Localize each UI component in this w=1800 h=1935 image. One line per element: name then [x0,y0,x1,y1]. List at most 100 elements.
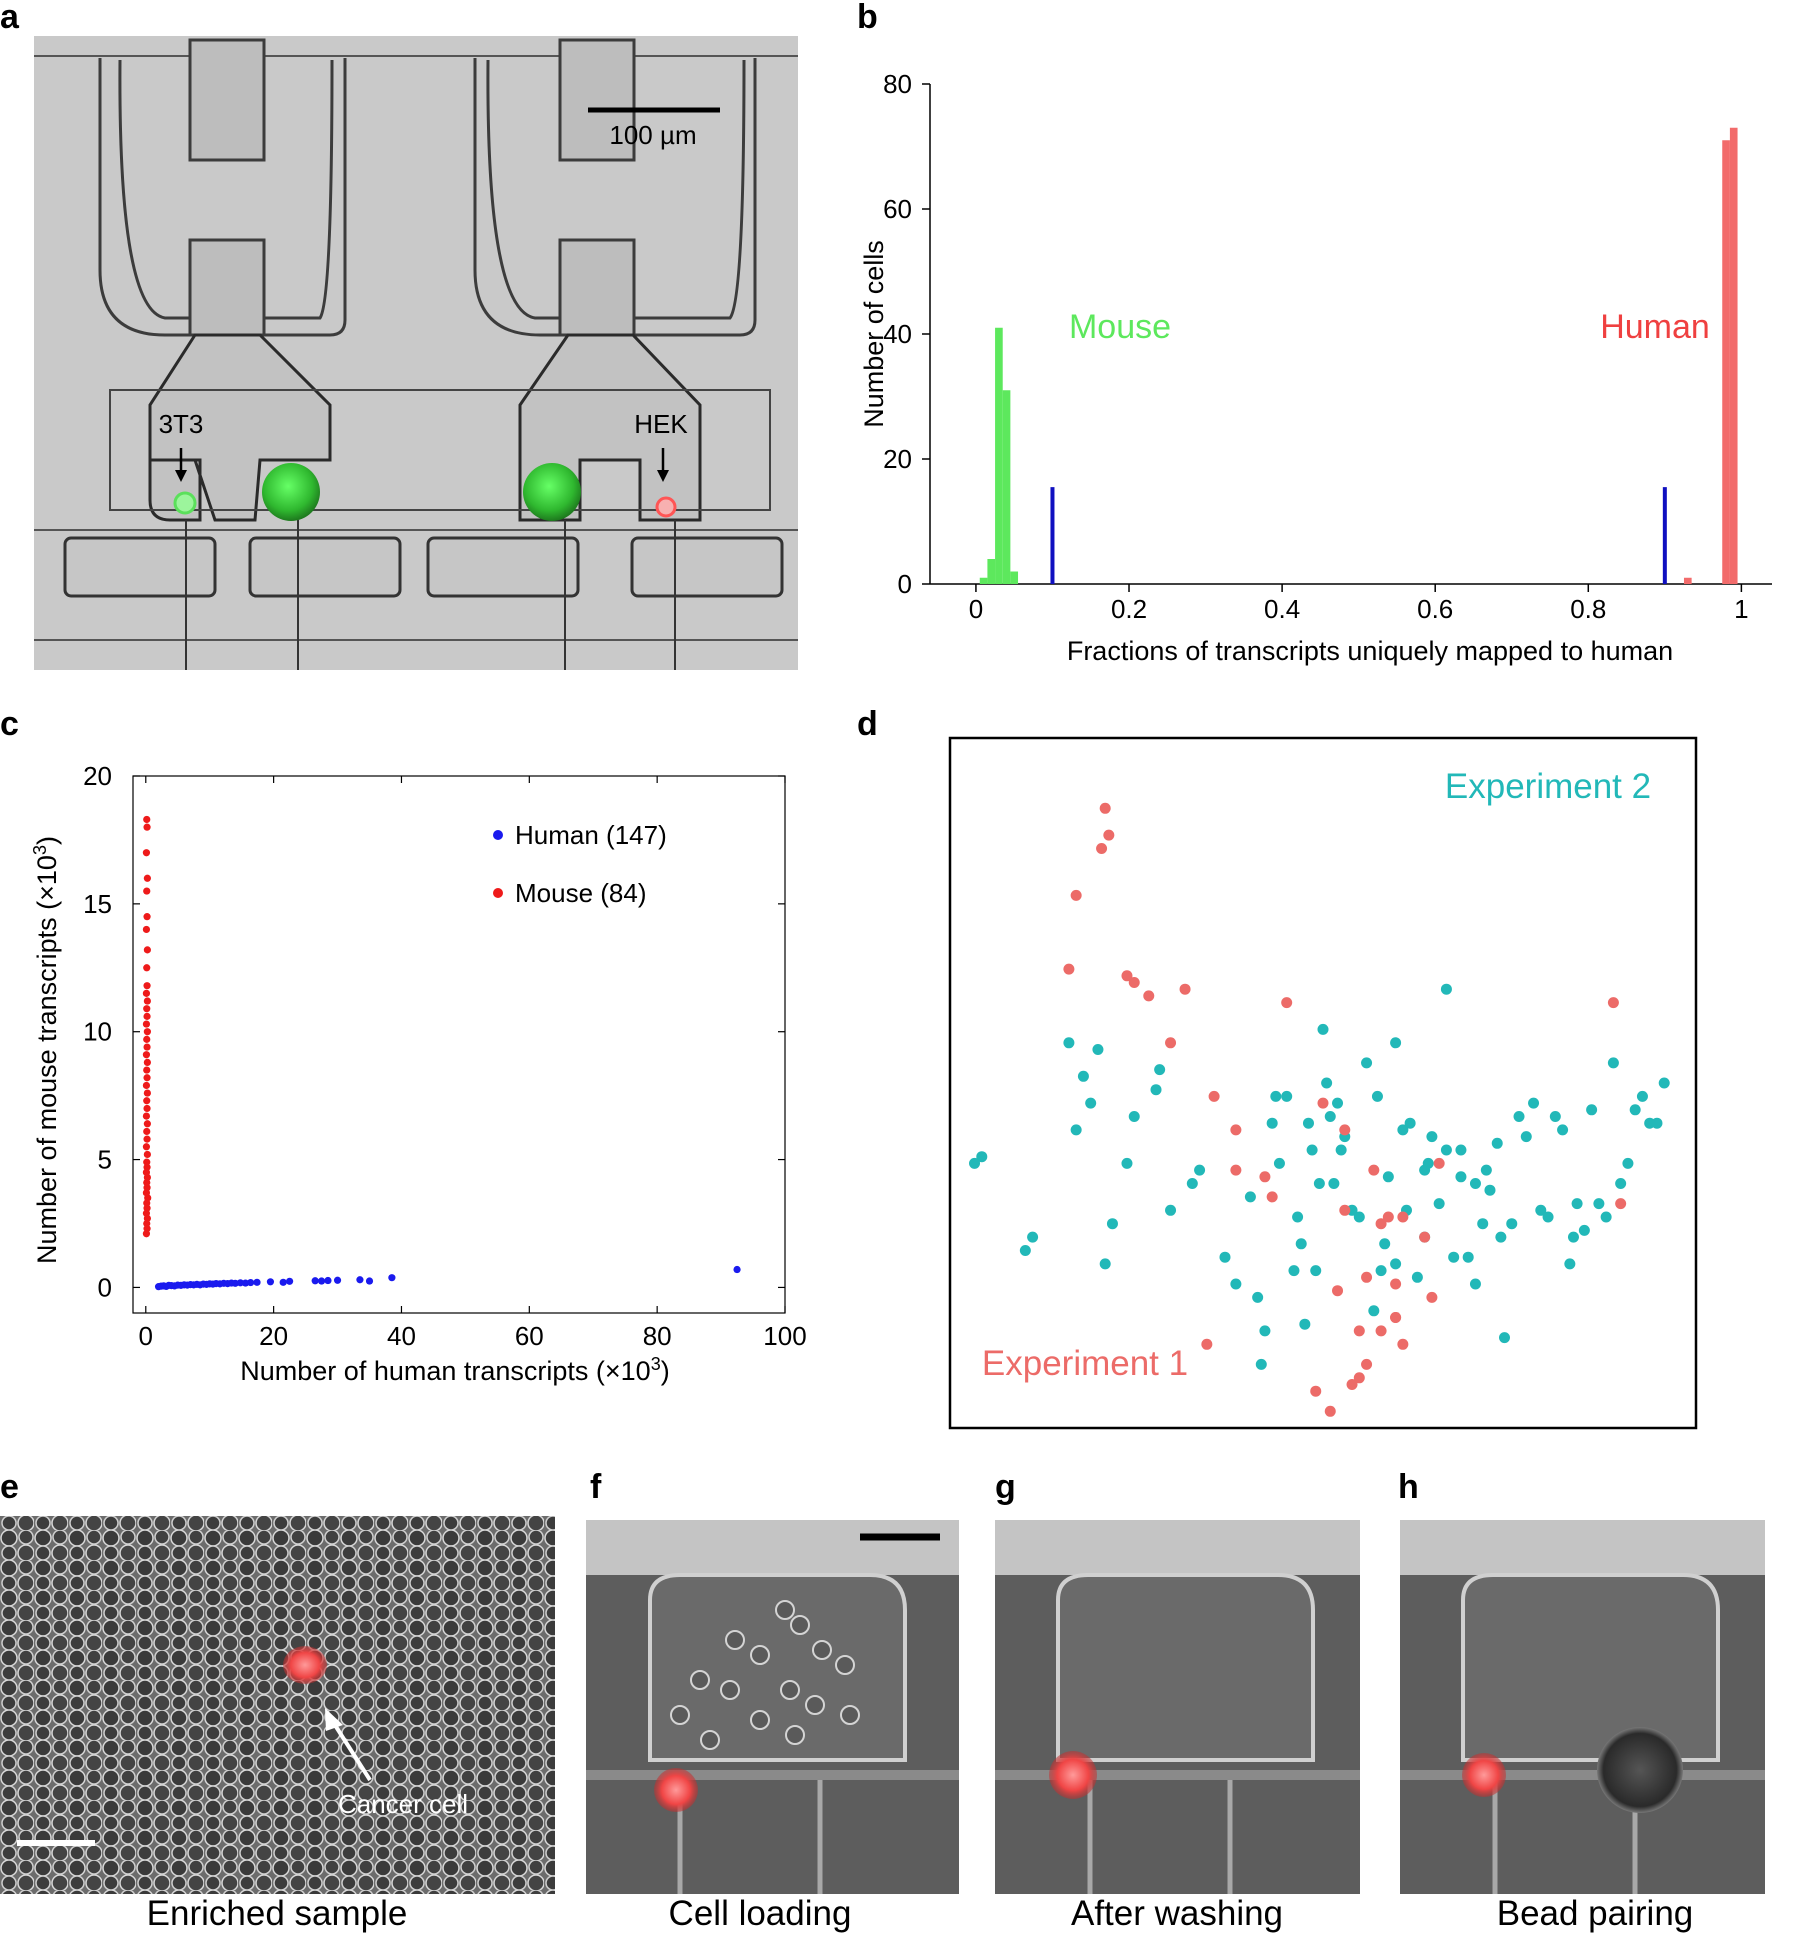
panel-label-g: g [995,1468,1016,1506]
chart-d-point-exp2 [1371,1090,1383,1102]
chart-d-point-exp2 [1419,1164,1431,1176]
chart-c-point-mouse [142,989,151,997]
chart-c-ytick-label: 20 [83,761,112,791]
panel-g-micrograph [995,1520,1360,1894]
chart-d-point-exp2 [1448,1251,1460,1263]
chart-d-point-exp1 [1281,997,1293,1009]
bead-right [523,463,581,521]
chart-d-point-exp1 [1382,1211,1394,1223]
chart-c-point-mouse [143,1043,151,1051]
chart-d-point-exp2 [1186,1178,1198,1189]
chart-d-point-exp2 [1150,1084,1162,1096]
chart-c-point-human [311,1277,319,1285]
chart-d-point-exp1 [1103,829,1115,841]
chart-d-point-exp2 [1255,1358,1267,1370]
chart-c-point-human [324,1276,332,1285]
panel-label-f: f [590,1468,602,1506]
legend-human-label: Human (147) [515,820,667,850]
chart-d-point-exp2 [1535,1204,1547,1216]
chart-d-frame [948,736,1698,1430]
chart-c-point-human [247,1278,255,1287]
chart-d-point-exp2 [1433,1198,1445,1210]
chart-b-bar-mouse [1002,390,1011,584]
chart-d-point-exp1 [1128,977,1140,988]
chart-d-point-exp2 [1128,1111,1140,1122]
chart-d-point-exp1 [1310,1385,1322,1397]
panel-f-micrograph [586,1520,959,1894]
legend-human-marker [493,830,503,840]
chart-d-point-exp2 [1426,1131,1438,1143]
chart-d-point-exp2 [1375,1265,1387,1277]
chart-d-point-exp2 [1244,1191,1256,1203]
caption-f: Cell loading [669,1894,852,1933]
chart-d-point-exp1 [1361,1358,1373,1370]
chart-d-point-exp2 [1455,1171,1467,1183]
chart-c-point-human [266,1278,275,1286]
chart-c-point-mouse [143,1150,151,1159]
chart-d-point-exp1 [1179,983,1191,995]
chart-d-point-exp1 [1332,1285,1344,1297]
chart-d-point-exp2 [1281,1090,1293,1102]
chart-d-label-exp2: Experiment 2 [1445,767,1651,806]
chart-b-ytick-label: 20 [883,444,912,474]
chart-d-point-exp2 [1578,1224,1590,1236]
chart-b-ytick-label: 60 [883,194,912,224]
panel-h-micrograph [1400,1520,1765,1894]
chart-c-point-mouse [143,874,151,882]
chart-c-point-mouse [143,913,151,921]
panel-label-h: h [1398,1468,1419,1506]
chart-c: Number of mouse transcripts (×103) Numbe… [30,761,807,1386]
chart-d-point-exp1 [1201,1338,1213,1350]
chart-d-point-exp1 [1419,1231,1431,1243]
chart-d-point-exp1 [1143,990,1155,1002]
chart-c-point-mouse [143,1097,151,1105]
chart-d-point-exp2 [1571,1198,1583,1210]
chart-b-label-human: Human [1600,308,1710,346]
chart-d-point-exp1 [1259,1171,1271,1183]
chart-d-point-exp2 [969,1157,981,1169]
chart-d-point-exp1 [1368,1164,1380,1176]
chart-d-point-exp2 [1317,1023,1329,1035]
chart-d-point-exp2 [1469,1278,1481,1290]
chart-d: Experiment 2 Experiment 1 [948,736,1698,1430]
chart-d-point-exp2 [1230,1278,1242,1290]
chart-c-xtick-label: 40 [387,1321,416,1351]
chart-c-point-mouse [142,1143,151,1151]
label-3t3: 3T3 [159,409,204,439]
chart-d-point-exp2 [1302,1117,1314,1129]
chart-c-point-mouse [143,1163,151,1171]
chart-b-bar-human [1729,127,1738,584]
chart-d-point-exp1 [1615,1198,1627,1210]
chart-d-point-exp2 [1328,1178,1340,1189]
chart-d-point-exp1 [1324,1405,1336,1417]
chart-b-label-mouse: Mouse [1069,308,1171,346]
chart-d-point-exp2 [1390,1037,1402,1049]
legend-mouse-label: Mouse (84) [515,878,647,908]
chart-c-point-mouse [143,1066,151,1074]
chart-d-point-exp1 [1339,1204,1351,1216]
chart-d-point-exp2 [1353,1211,1365,1223]
chart-c-point-human [365,1277,374,1285]
chart-d-point-exp2 [1273,1157,1285,1169]
chart-b-ytick-label: 80 [883,69,912,99]
chart-d-point-exp2 [1404,1117,1416,1129]
chart-d-point-exp2 [1313,1178,1325,1189]
chart-c-point-mouse [143,1204,151,1212]
chart-d-point-exp2 [1361,1057,1373,1069]
chart-d-point-exp2 [1165,1204,1177,1216]
chart-c-xlabel: Number of human transcripts (×103) [240,1354,669,1386]
chart-b-ytick-label: 40 [883,319,912,349]
cell-g [1049,1751,1097,1799]
chart-d-point-exp2 [1564,1258,1576,1270]
chart-d-point-exp2 [1382,1171,1394,1183]
chart-d-point-exp2 [1252,1291,1264,1303]
chart-d-point-exp1 [1230,1164,1242,1176]
chart-d-point-exp2 [1085,1097,1097,1109]
chart-d-point-exp2 [1593,1198,1605,1210]
chart-c-point-mouse [142,925,151,934]
chart-c-point-mouse [143,1135,151,1143]
panel-label-b: b [857,0,878,36]
chart-c-point-human [733,1265,741,1274]
caption-e: Enriched sample [147,1894,408,1933]
chart-d-point-exp2 [1477,1218,1489,1230]
